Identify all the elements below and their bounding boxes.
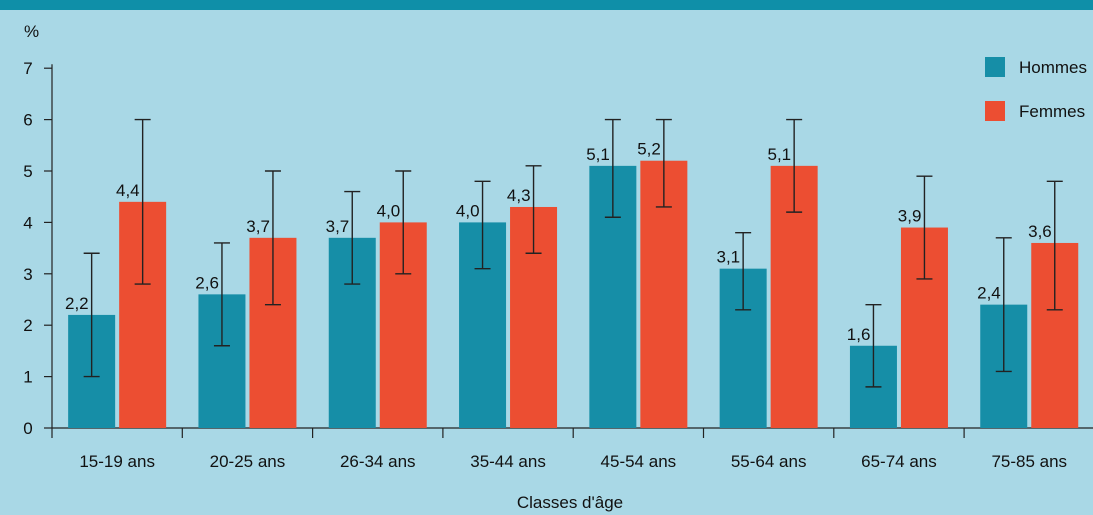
data-label: 2,4 <box>977 284 1001 303</box>
data-label: 5,2 <box>637 140 661 159</box>
data-label: 3,6 <box>1028 222 1052 241</box>
data-label: 3,7 <box>246 217 270 236</box>
y-axis-label: % <box>24 22 39 41</box>
data-label: 3,9 <box>898 207 922 226</box>
y-tick-label: 1 <box>23 368 32 387</box>
category-label: 55-64 ans <box>731 452 807 471</box>
category-label: 35-44 ans <box>470 452 546 471</box>
category-label: 26-34 ans <box>340 452 416 471</box>
data-label: 2,2 <box>65 294 89 313</box>
axes: 0 1 2 3 4 5 6 7 15-19 ans 20-25 ans 26-34 ans 35-44… <box>23 59 1093 471</box>
data-label: 4,0 <box>456 201 480 220</box>
category-label: 65-74 ans <box>861 452 937 471</box>
y-tick-label: 4 <box>23 213 32 232</box>
data-label: 3,1 <box>717 248 741 267</box>
legend-label-hommes: Hommes <box>1019 58 1087 77</box>
category-label: 20-25 ans <box>210 452 286 471</box>
bars: 2,2 4,4 2,6 3,7 3,7 4,0 4,0 4,3 5,1 5,2 3,1 5,1 1,6 3… <box>65 118 1079 429</box>
data-label: 5,1 <box>768 145 792 164</box>
y-tick-label: 0 <box>23 419 32 438</box>
data-label: 3,7 <box>326 217 350 236</box>
y-tick-label: 5 <box>23 162 32 181</box>
legend-swatch-femmes <box>985 101 1005 121</box>
category-label: 45-54 ans <box>601 452 677 471</box>
legend: Hommes Femmes <box>985 57 1087 121</box>
data-label: 5,1 <box>586 145 610 164</box>
data-label: 4,0 <box>377 201 401 220</box>
legend-swatch-hommes <box>985 57 1005 77</box>
y-tick-label: 7 <box>23 59 32 78</box>
y-tick-label: 2 <box>23 316 32 335</box>
data-label: 1,6 <box>847 325 871 344</box>
data-label: 4,3 <box>507 186 531 205</box>
header-band <box>0 0 1093 10</box>
category-label: 75-85 ans <box>991 452 1067 471</box>
data-label: 4,4 <box>116 181 140 200</box>
data-label: 2,6 <box>195 273 219 292</box>
y-tick-label: 6 <box>23 111 32 130</box>
legend-label-femmes: Femmes <box>1019 102 1085 121</box>
x-axis-label: Classes d'âge <box>517 493 623 512</box>
y-tick-label: 3 <box>23 265 32 284</box>
category-label: 15-19 ans <box>79 452 155 471</box>
